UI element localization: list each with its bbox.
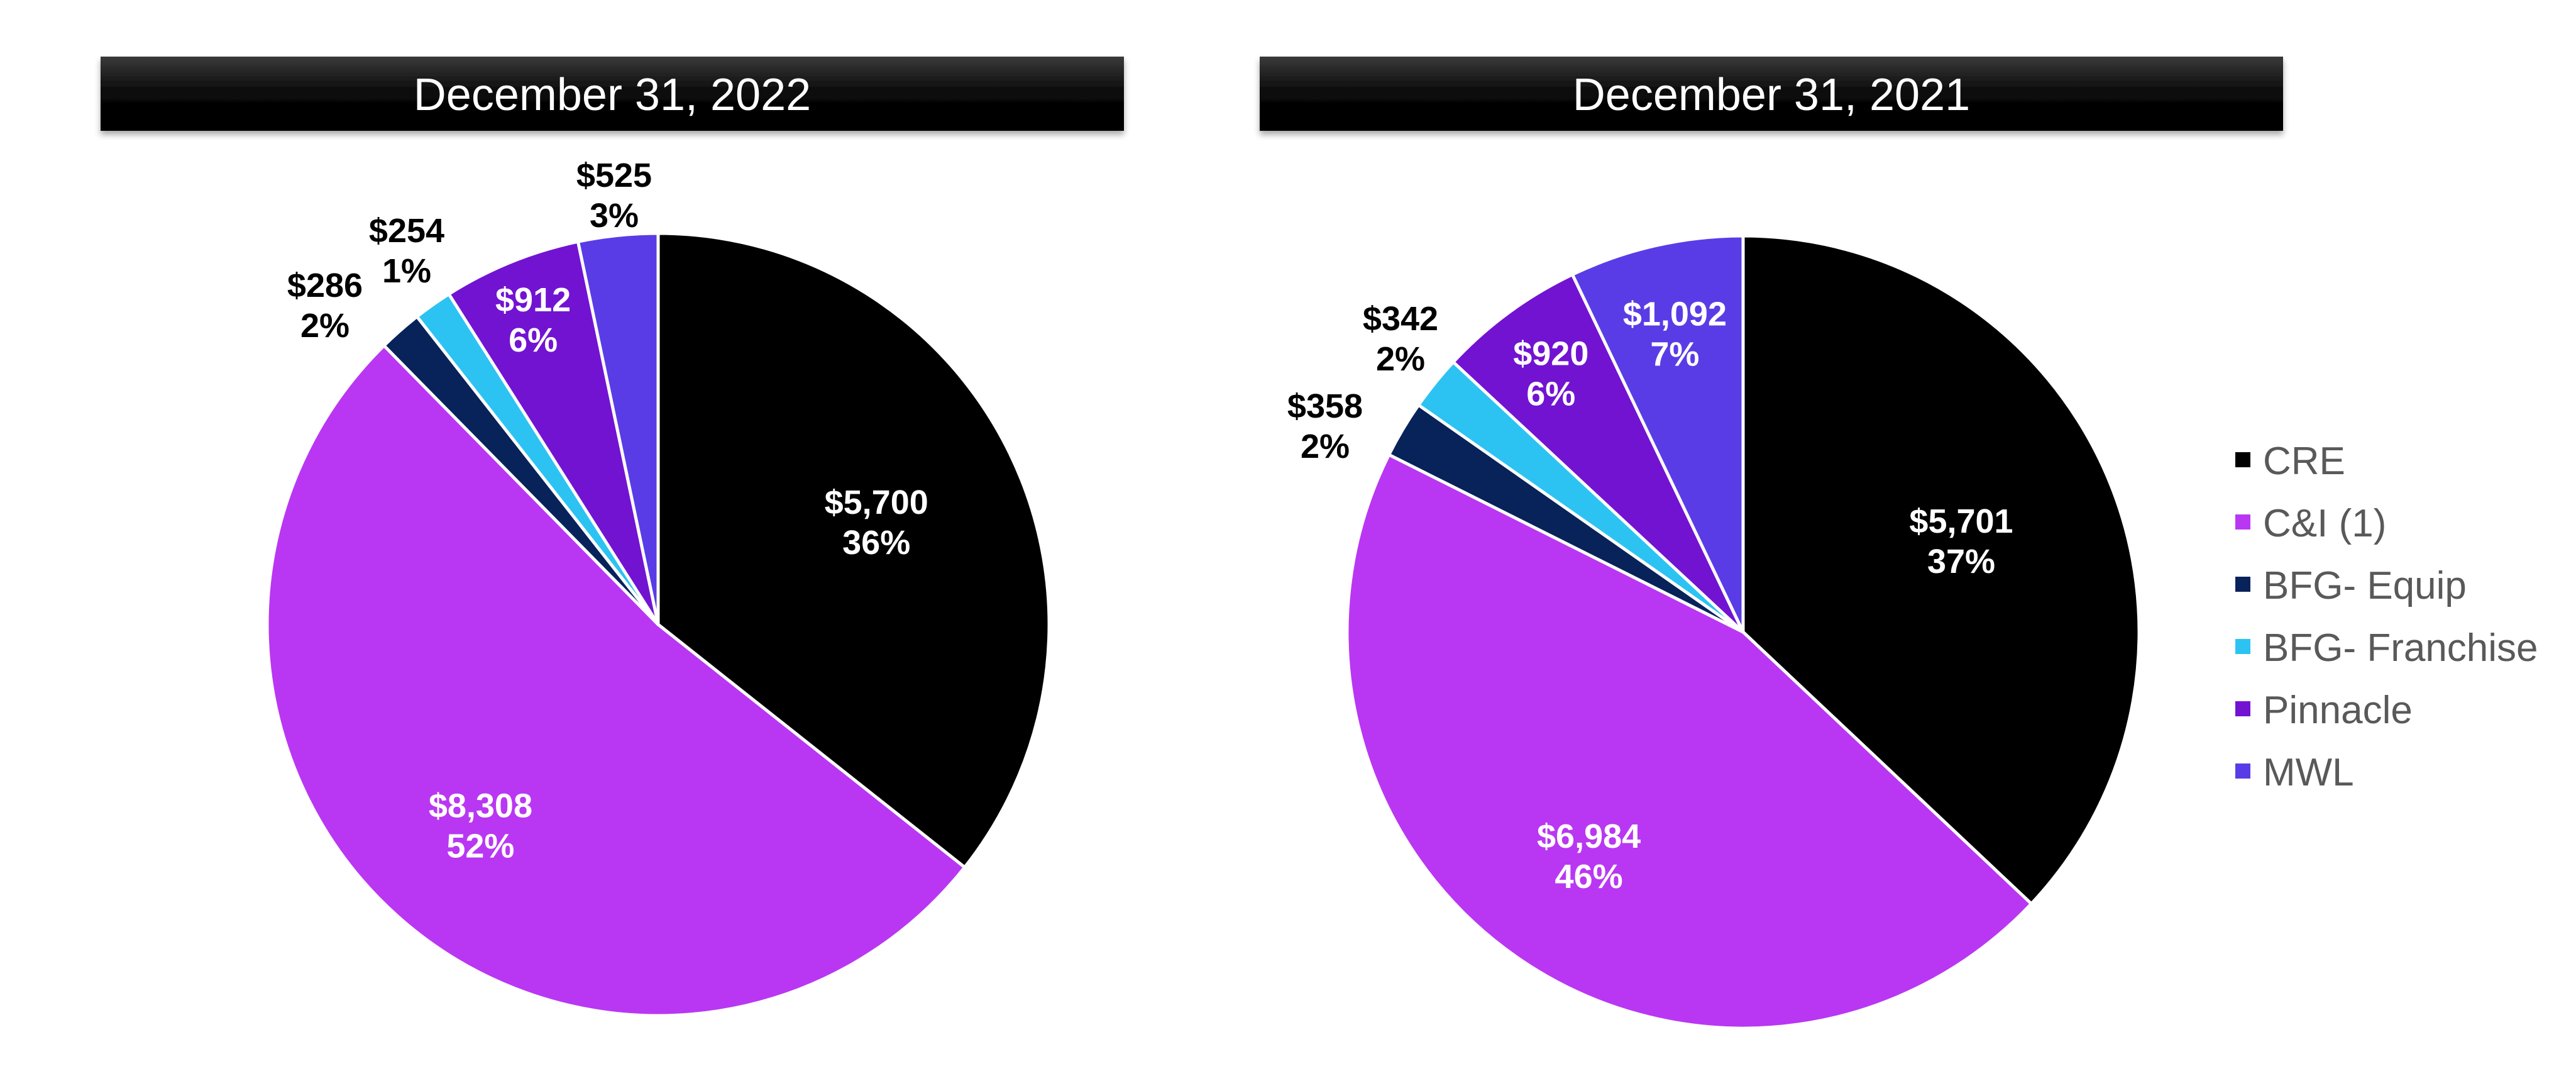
legend-swatch [2235, 701, 2250, 716]
pie-slice-c-i-1-2022 [265, 344, 967, 1018]
pie-chart-2022: $5,700 36%$8,308 52%$286 2%$254 1%$912 6%$525… [265, 157, 1051, 1018]
data-label-percent: 6% [1526, 375, 1575, 413]
pie-slice-cre-2022 [656, 231, 1051, 869]
legend-swatch [2235, 763, 2250, 779]
data-label-value: $1,092 [1623, 296, 1727, 333]
data-label-value: $286 [287, 267, 363, 304]
legend-label: BFG- Franchise [2263, 626, 2538, 670]
data-label-bfg-franchise-2021: $342 2% [1363, 300, 1438, 378]
data-label-mwl-2022: $525 3% [576, 157, 652, 235]
data-label-percent: 46% [1555, 858, 1623, 896]
pie-slice-cre-2021 [1741, 234, 2141, 906]
data-label-value: $254 [369, 212, 444, 250]
pie-slice-pinnacle-2022 [447, 240, 660, 626]
legend-label: C&I (1) [2263, 502, 2386, 545]
data-label-cre-2022: $5,700 36% [825, 484, 928, 562]
data-label-percent: 3% [590, 197, 639, 235]
data-label-cre-2021: $5,701 37% [1909, 502, 2013, 580]
data-label-percent: 36% [842, 524, 910, 562]
legend-label: MWL [2263, 751, 2354, 794]
data-label-percent: 1% [382, 252, 431, 290]
legend-item-bfg-franchise: BFG- Franchise [2235, 626, 2538, 670]
legend-item-bfg-equip: BFG- Equip [2235, 564, 2467, 608]
pie-slice-c-i-1-2021 [1345, 453, 2034, 1030]
data-label-value: $5,701 [1909, 502, 2013, 540]
data-label-pinnacle-2022: $912 6% [495, 281, 571, 359]
chart-legend: CRE C&I (1) BFG- Equip BFG- Franchise Pinnac… [2235, 440, 2538, 794]
pie-chart-2021: $5,701 37%$6,984 46%$358 2%$342 2% $920 6%$1,0… [1287, 234, 2141, 1030]
data-label-percent: 6% [509, 321, 558, 359]
legend-item-c-i-1: C&I (1) [2235, 502, 2386, 545]
data-label-value: $920 [1513, 335, 1588, 373]
data-label-c-i-1-2021: $6,984 46% [1537, 818, 1641, 896]
data-label-bfg-equip-2021: $358 2% [1287, 387, 1363, 465]
data-label-percent: 2% [1376, 340, 1425, 378]
data-label-value: $6,984 [1537, 818, 1641, 855]
pie-slice-mwl-2022 [576, 231, 660, 626]
data-label-percent: 52% [446, 828, 514, 865]
data-label-value: $358 [1287, 387, 1363, 425]
chart-title-2021: December 31, 2021 [1573, 70, 1970, 120]
data-label-c-i-1-2022: $8,308 52% [429, 787, 532, 865]
data-label-pinnacle-2021: $920 6% [1513, 335, 1588, 413]
legend-label: CRE [2263, 440, 2345, 483]
chart-title-banner-2022: December 31, 2022 [101, 57, 1124, 131]
legend-item-pinnacle: Pinnacle [2235, 689, 2413, 732]
legend-label: BFG- Equip [2263, 564, 2467, 608]
pie-slice-pinnacle-2021 [1451, 273, 1745, 634]
legend-item-cre: CRE [2235, 440, 2345, 483]
legend-item-mwl: MWL [2235, 751, 2354, 794]
legend-swatch [2235, 514, 2250, 530]
legend-label: Pinnacle [2263, 689, 2413, 732]
data-label-bfg-franchise-2022: $254 1% [369, 212, 444, 290]
data-label-percent: 37% [1927, 543, 1995, 580]
legend-swatch [2235, 577, 2250, 592]
data-label-value: $8,308 [429, 787, 532, 825]
pie-slice-mwl-2021 [1570, 234, 1745, 634]
data-label-value: $525 [576, 157, 652, 194]
data-label-value: $912 [495, 281, 571, 319]
data-label-value: $5,700 [825, 484, 928, 521]
chart-title-banner-2021: December 31, 2021 [1260, 57, 2283, 131]
legend-swatch [2235, 639, 2250, 654]
data-label-value: $342 [1363, 300, 1438, 338]
chart-title-2022: December 31, 2022 [414, 70, 811, 120]
data-label-percent: 2% [300, 307, 350, 345]
data-label-mwl-2021: $1,092 7% [1623, 296, 1727, 374]
legend-swatch [2235, 452, 2250, 467]
data-label-percent: 2% [1301, 428, 1350, 465]
data-label-percent: 7% [1650, 336, 1699, 374]
data-label-bfg-equip-2022: $286 2% [287, 267, 363, 345]
